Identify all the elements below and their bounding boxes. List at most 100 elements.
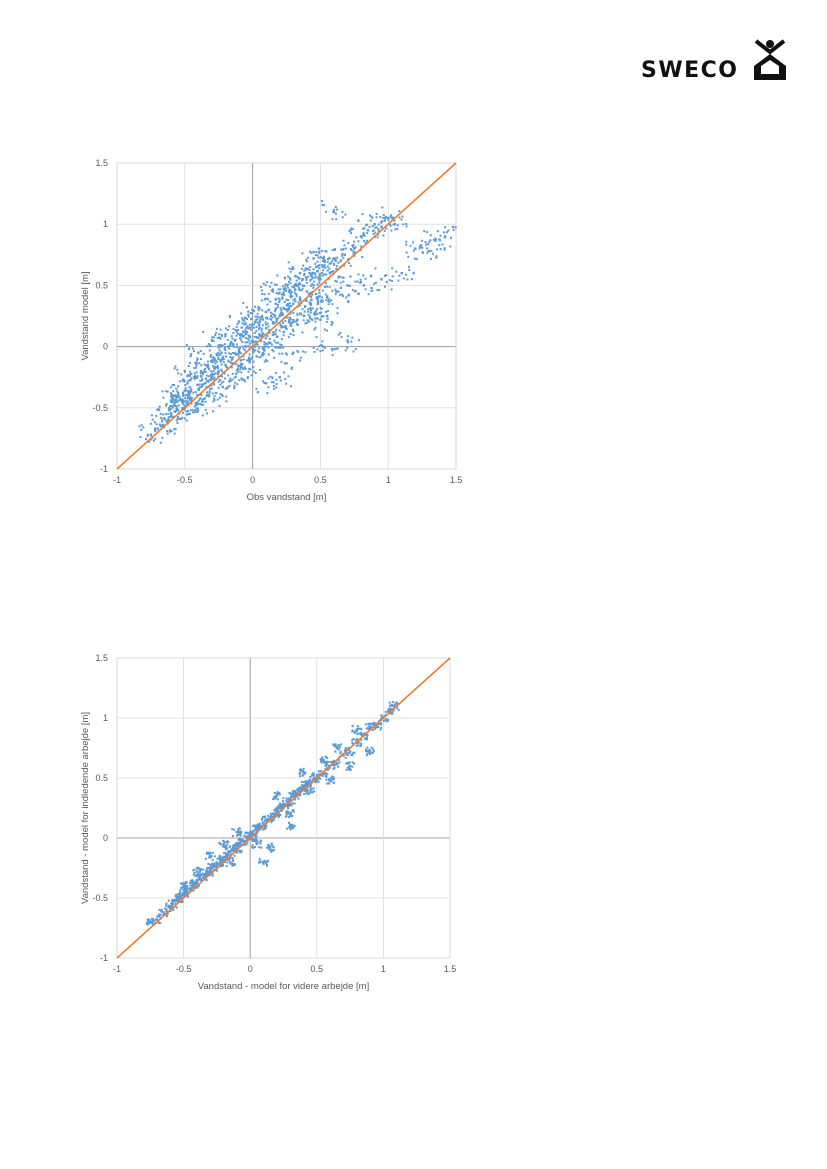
data-point <box>307 292 310 295</box>
data-point <box>242 318 245 321</box>
data-point <box>211 372 214 375</box>
data-point <box>316 312 319 315</box>
data-point <box>208 349 211 352</box>
data-point <box>309 291 312 294</box>
data-point <box>308 269 311 272</box>
data-point <box>380 726 383 729</box>
data-point <box>325 299 328 302</box>
data-point <box>351 765 354 768</box>
data-point <box>298 271 302 275</box>
data-point <box>380 225 383 228</box>
data-point <box>344 747 347 750</box>
data-point <box>320 311 323 314</box>
data-point <box>262 318 265 321</box>
data-point <box>316 299 319 302</box>
data-point <box>285 290 288 293</box>
data-point <box>184 394 187 397</box>
data-point <box>177 399 180 402</box>
data-point <box>450 236 453 239</box>
data-point <box>286 316 289 319</box>
data-point <box>210 370 213 373</box>
data-point <box>296 318 299 321</box>
data-point <box>251 844 254 847</box>
data-point <box>219 359 222 362</box>
data-point <box>315 275 318 278</box>
data-point <box>200 394 203 397</box>
data-point <box>287 283 290 286</box>
data-point <box>193 372 196 375</box>
data-point <box>286 310 289 313</box>
data-point <box>276 798 279 801</box>
data-point <box>319 318 322 321</box>
data-point <box>319 300 322 303</box>
data-point <box>159 441 162 444</box>
data-point <box>288 799 292 802</box>
data-point <box>194 362 197 365</box>
data-point <box>304 267 307 270</box>
data-point <box>316 254 319 257</box>
data-point <box>177 385 180 388</box>
data-point <box>305 790 308 793</box>
data-point <box>301 773 304 776</box>
data-point <box>311 772 314 775</box>
data-point <box>260 327 263 330</box>
data-point <box>296 322 299 325</box>
data-point <box>201 414 204 417</box>
data-point <box>384 719 387 722</box>
data-point <box>226 387 229 390</box>
data-point <box>291 809 294 812</box>
data-point <box>209 388 212 391</box>
data-point <box>146 433 149 436</box>
data-point <box>354 739 357 742</box>
data-point <box>207 871 210 874</box>
data-point <box>255 842 259 846</box>
data-point <box>196 407 199 410</box>
data-point <box>178 380 181 383</box>
data-point <box>355 730 358 733</box>
data-point <box>267 386 270 389</box>
data-point <box>286 800 289 804</box>
data-point <box>382 719 385 722</box>
data-point <box>153 421 156 424</box>
data-point <box>342 280 345 283</box>
data-point <box>204 367 207 370</box>
data-point <box>275 794 279 798</box>
data-point <box>198 383 201 386</box>
data-point <box>348 768 351 771</box>
data-point <box>341 295 344 298</box>
data-point <box>372 750 375 753</box>
data-point <box>187 395 190 398</box>
x-tick-label: 0 <box>250 475 255 485</box>
data-point <box>412 272 415 275</box>
data-point <box>225 854 228 858</box>
data-point <box>237 370 240 373</box>
data-point <box>182 884 185 888</box>
data-point <box>180 886 183 889</box>
data-point <box>178 896 181 899</box>
data-point <box>203 363 206 366</box>
data-point <box>175 387 178 390</box>
data-point <box>205 871 208 874</box>
data-point <box>357 219 360 222</box>
data-point <box>193 350 196 353</box>
data-point <box>391 704 394 707</box>
data-point <box>272 797 275 800</box>
data-point <box>335 265 338 268</box>
data-point <box>328 257 331 260</box>
data-point <box>447 229 450 232</box>
data-point <box>353 251 356 254</box>
data-point <box>346 754 349 757</box>
data-point <box>254 315 257 318</box>
data-point <box>309 789 312 792</box>
data-point <box>380 723 383 726</box>
y-tick-label: 0.5 <box>95 280 108 290</box>
data-point <box>206 380 209 383</box>
data-point <box>300 279 303 282</box>
data-point <box>238 849 241 852</box>
data-point <box>222 864 225 867</box>
data-point <box>381 206 384 209</box>
data-point <box>169 386 172 389</box>
data-point <box>370 275 373 278</box>
data-point <box>200 877 203 880</box>
data-point <box>347 762 350 765</box>
